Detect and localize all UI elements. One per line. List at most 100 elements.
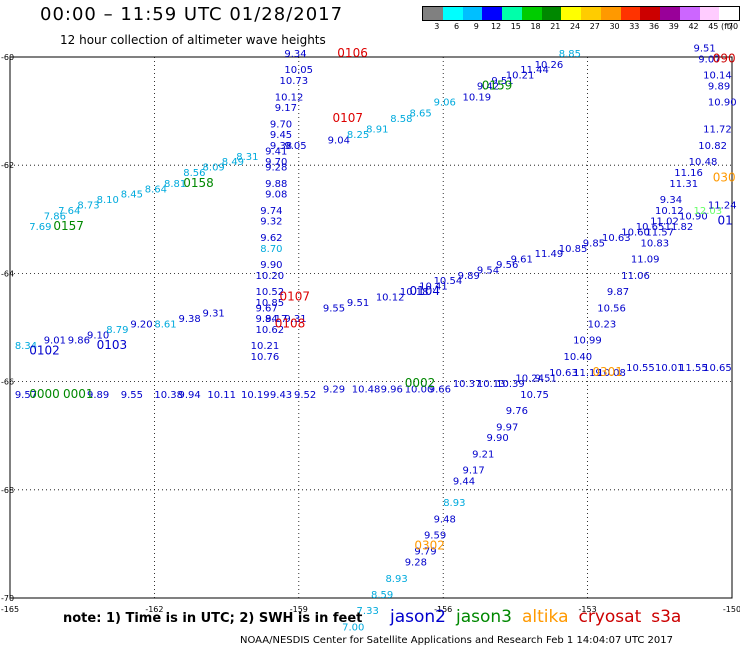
wave-height-label: 9.74 [260, 206, 282, 217]
wave-height-label: 10.19 [241, 390, 270, 401]
color-scale-tick: 42 [688, 22, 699, 31]
color-scale-tick: 45 [708, 22, 719, 31]
wave-height-label: 10.90 [708, 98, 737, 109]
wave-height-label: 11.19 [573, 368, 602, 379]
wave-height-label: 8.73 [77, 200, 99, 211]
wave-height-label: 10.90 [679, 211, 708, 222]
wave-height-label: 10.75 [520, 390, 549, 401]
wave-height-label: 9.90 [487, 433, 509, 444]
latitude-tick-label: -62 [1, 161, 14, 170]
wave-height-label: 10.13 [477, 379, 506, 390]
wave-height-label: 10.56 [597, 303, 626, 314]
pass-time-label: 0104 [410, 284, 441, 298]
wave-height-label: 11.24 [708, 200, 737, 211]
pass-time-label: 0159 [482, 78, 513, 92]
longitude-tick-label: -159 [290, 605, 308, 614]
wave-height-label: 10.21 [506, 71, 535, 82]
pass-time-label: 0108 [275, 317, 306, 331]
wave-height-label: 7.64 [58, 206, 80, 217]
wave-height-label: 10.12 [655, 206, 684, 217]
wave-height-label: 8.91 [366, 125, 388, 136]
wave-height-label: 11.09 [631, 255, 660, 266]
color-scale-swatch [521, 7, 542, 20]
wave-height-label: 7.33 [357, 606, 379, 617]
wave-height-label: 9.87 [607, 287, 629, 298]
satellite-legend: jason2 jason3 altika cryosat s3a [390, 607, 691, 627]
map-frame [9, 56, 733, 599]
color-scale-tick: 9 [473, 22, 479, 31]
wave-height-label: 9.45 [270, 130, 292, 141]
color-scale-tick: 24 [569, 22, 581, 31]
color-scale-swatch [640, 7, 660, 20]
color-scale-tick: 12 [490, 22, 502, 31]
color-scale-swatch [442, 7, 463, 20]
wave-height-label: 9.97 [496, 422, 518, 433]
wave-height-label: 10.20 [255, 271, 284, 282]
latitude-tick-label: -66 [1, 378, 14, 387]
wave-height-label: 9.84 [255, 314, 277, 325]
wave-height-label: 8.25 [347, 130, 369, 141]
wave-height-label: 9.96 [381, 384, 403, 395]
wave-height-label: 11.16 [674, 168, 703, 179]
wave-height-label: 9.06 [434, 98, 456, 109]
wave-height-label: 11.49 [535, 249, 564, 260]
pass-time-label: 0107 [280, 289, 311, 303]
wave-height-label: 10.85 [559, 244, 588, 255]
pass-time-label: 0301 [592, 365, 623, 379]
wave-height-label: 8.85 [559, 49, 581, 60]
wave-height-label: 8.65 [410, 109, 432, 120]
wave-height-label: 9.88 [265, 179, 287, 190]
wave-height-label: 10.40 [564, 352, 593, 363]
wave-height-label: 9.43 [270, 390, 292, 401]
longitude-tick-label: -162 [145, 605, 163, 614]
wave-height-label: 9.05 [284, 141, 306, 152]
wave-height-label: 8.45 [121, 190, 143, 201]
wave-height-label: 9.20 [130, 320, 152, 331]
wave-height-label: 10.65 [703, 363, 732, 374]
wave-height-label: 9.89 [708, 81, 730, 92]
wave-height-label: 10.63 [549, 368, 578, 379]
wave-height-label: 11.82 [665, 222, 694, 233]
wave-height-label: 10.38 [154, 390, 183, 401]
wave-height-label: 8.79 [106, 325, 128, 336]
wave-height-label: 9.34 [284, 49, 306, 60]
wave-height-label: 9.70 [265, 157, 287, 168]
wave-height-label: 11.06 [621, 271, 650, 282]
wave-height-label: 8.56 [183, 168, 205, 179]
wave-height-label: 8.34 [15, 341, 37, 352]
wave-height-label: 10.01 [655, 363, 684, 374]
wave-height-label: 10.11 [207, 390, 236, 401]
wave-height-label: 10.08 [597, 368, 626, 379]
wave-height-label: 10.26 [535, 60, 564, 71]
wave-height-label: 8.59 [371, 590, 393, 601]
wave-height-label: 9.89 [458, 271, 480, 282]
wave-height-label: 9.29 [323, 384, 345, 395]
wave-height-label: 11.72 [703, 125, 732, 136]
wave-height-label: 10.76 [251, 352, 280, 363]
color-scale: 3 6 9 12 15 18 21 24 27 30 33 36 39 42 45 70 (ft) [422, 6, 740, 33]
wave-height-label: 9.90 [260, 260, 282, 271]
page-subtitle: 12 hour collection of altimeter wave hei… [60, 33, 326, 47]
color-scale-tick: 18 [530, 22, 541, 31]
wave-height-label: 10.65 [636, 222, 665, 233]
wave-height-label: 11.55 [679, 363, 708, 374]
wave-height-label: 9.51 [347, 298, 369, 309]
wave-height-label: 9.67 [255, 303, 277, 314]
color-scale-tick: 30 [609, 22, 620, 31]
pass-time-label: 0103 [97, 338, 128, 352]
page-title: 00:00 – 11:59 UTC 01/28/2017 [40, 4, 344, 25]
color-scale-tick: 33 [629, 22, 640, 31]
wave-height-label: 9.61 [511, 255, 533, 266]
wave-height-label: 10.12 [376, 292, 405, 303]
wave-height-label: 11.31 [669, 179, 698, 190]
wave-height-label: 9.59 [424, 530, 446, 541]
wave-height-label: 10.37 [453, 379, 482, 390]
credit-text: NOAA/NESDIS Center for Satellite Applica… [240, 635, 673, 646]
color-scale-unit: (ft) [720, 22, 734, 31]
wave-height-label: 9.04 [328, 136, 350, 147]
color-scale-tick: 39 [668, 22, 679, 31]
wave-height-label: 10.14 [703, 71, 732, 82]
color-scale-swatch [719, 7, 739, 20]
color-scale-swatch [660, 7, 680, 20]
pass-time-label: 090 [713, 51, 736, 65]
